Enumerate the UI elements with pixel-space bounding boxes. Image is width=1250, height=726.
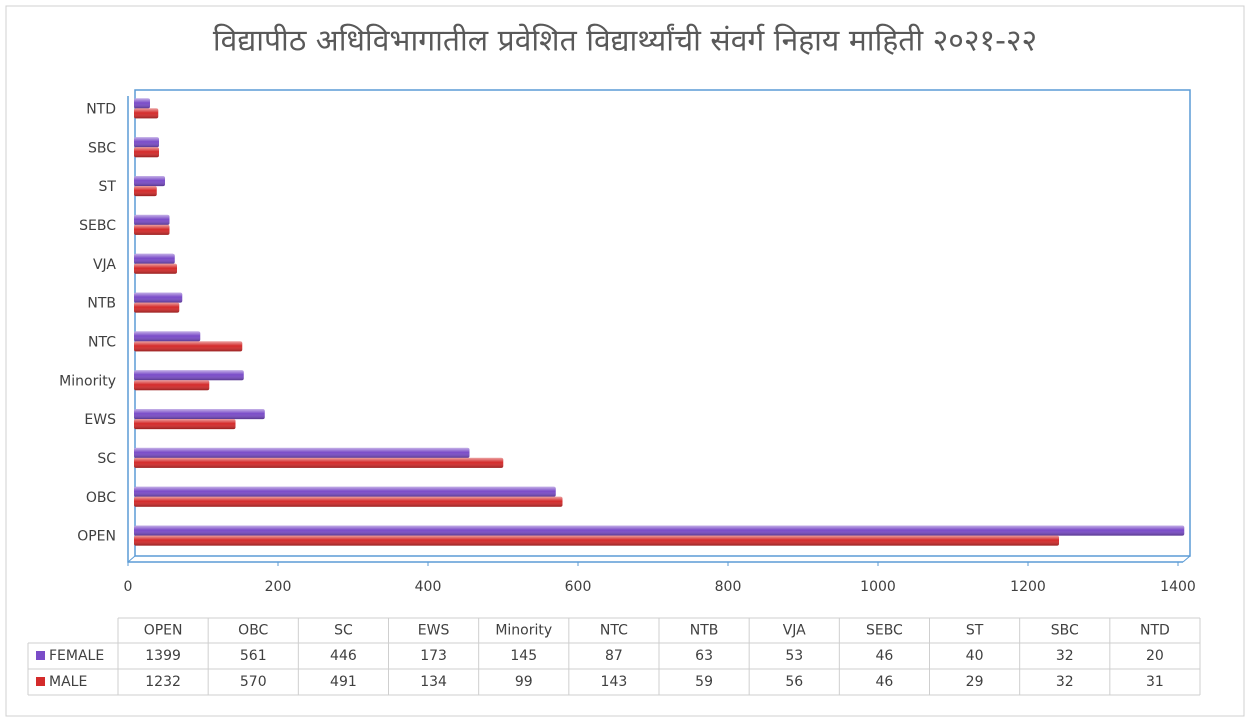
table-header: NTC — [600, 623, 628, 639]
y-tick-label: SBC — [88, 140, 116, 156]
x-tick-label: 600 — [565, 579, 592, 595]
table-cell: 145 — [510, 648, 537, 664]
table-header: NTD — [1140, 623, 1170, 639]
bar-shine — [134, 496, 563, 507]
table-header: OBC — [238, 623, 268, 639]
table-cell: 29 — [966, 674, 984, 690]
y-tick-label: OBC — [86, 490, 116, 506]
table-cell: 491 — [330, 674, 357, 690]
table-cell: 1399 — [145, 648, 181, 664]
table-cell: 1232 — [145, 674, 181, 690]
y-tick-label: NTC — [88, 334, 116, 350]
bar-shine — [134, 419, 236, 430]
table-header: SC — [334, 623, 353, 639]
y-tick-label: OPEN — [77, 529, 116, 545]
bar-shine — [134, 331, 201, 342]
table-cell: 20 — [1146, 648, 1164, 664]
bar-shine — [134, 186, 157, 197]
table-header: EWS — [418, 623, 450, 639]
bar-shine — [134, 380, 210, 391]
table-cell: 46 — [876, 674, 894, 690]
bar-shine — [134, 98, 150, 109]
x-tick-label: 1400 — [1160, 579, 1196, 595]
table-header: ST — [966, 623, 984, 639]
bar-shine — [134, 224, 170, 235]
table-header: SBC — [1051, 623, 1079, 639]
chart-border — [5, 5, 1245, 717]
legend-label: MALE — [49, 674, 87, 690]
bar-shine — [134, 370, 244, 381]
bar-shine — [134, 176, 165, 187]
x-tick-label: 200 — [265, 579, 292, 595]
bar-shine — [134, 292, 183, 303]
table-cell: 56 — [785, 674, 803, 690]
y-tick-label: NTB — [87, 296, 116, 312]
table-cell: 32 — [1056, 648, 1074, 664]
bar-shine — [134, 263, 177, 274]
bar-shine — [134, 108, 159, 119]
table-header: VJA — [783, 623, 806, 639]
legend-swatch — [36, 677, 45, 686]
table-cell: 570 — [240, 674, 267, 690]
table-cell: 143 — [601, 674, 628, 690]
bar-shine — [134, 486, 556, 497]
legend-swatch — [36, 651, 45, 660]
y-tick-label: NTD — [86, 101, 116, 117]
y-tick-label: EWS — [84, 412, 116, 428]
table-cell: 59 — [695, 674, 713, 690]
table-cell: 32 — [1056, 674, 1074, 690]
x-tick-label: 1000 — [860, 579, 896, 595]
table-cell: 87 — [605, 648, 623, 664]
bar-shine — [134, 302, 180, 313]
table-cell: 63 — [695, 648, 713, 664]
table-header: OPEN — [144, 623, 183, 639]
table-cell: 134 — [420, 674, 447, 690]
bar-shine — [134, 253, 175, 264]
table-cell: 53 — [785, 648, 803, 664]
table-cell: 99 — [515, 674, 533, 690]
y-tick-label: SEBC — [79, 218, 116, 234]
bar-shine — [134, 409, 265, 420]
plot-edge — [1182, 555, 1191, 563]
bar-shine — [134, 457, 504, 468]
table-cell: 173 — [420, 648, 447, 664]
table-header: SEBC — [866, 623, 903, 639]
table-cell: 561 — [240, 648, 267, 664]
x-tick-label: 400 — [415, 579, 442, 595]
table-header: Minority — [495, 623, 552, 639]
x-tick-label: 1200 — [1010, 579, 1046, 595]
table-cell: 40 — [966, 648, 984, 664]
bar-shine — [134, 525, 1185, 536]
legend-label: FEMALE — [49, 648, 104, 664]
table-cell: 46 — [876, 648, 894, 664]
x-tick-label: 0 — [124, 579, 133, 595]
table-header: NTB — [690, 623, 719, 639]
bar-shine — [134, 447, 470, 458]
chart-title: विद्यापीठ अधिविभागातील प्रवेशित विद्यार्… — [213, 24, 1037, 59]
bar-shine — [134, 341, 243, 352]
y-tick-label: Minority — [59, 373, 116, 389]
bar-shine — [134, 535, 1059, 546]
y-tick-label: ST — [99, 179, 117, 195]
x-tick-label: 800 — [715, 579, 742, 595]
y-tick-label: VJA — [93, 257, 116, 273]
bar-shine — [134, 214, 170, 225]
y-tick-label: SC — [97, 451, 116, 467]
table-cell: 446 — [330, 648, 357, 664]
bar-shine — [134, 147, 159, 158]
plot-edge — [127, 555, 136, 563]
bar-shine — [134, 137, 159, 148]
table-cell: 31 — [1146, 674, 1164, 690]
